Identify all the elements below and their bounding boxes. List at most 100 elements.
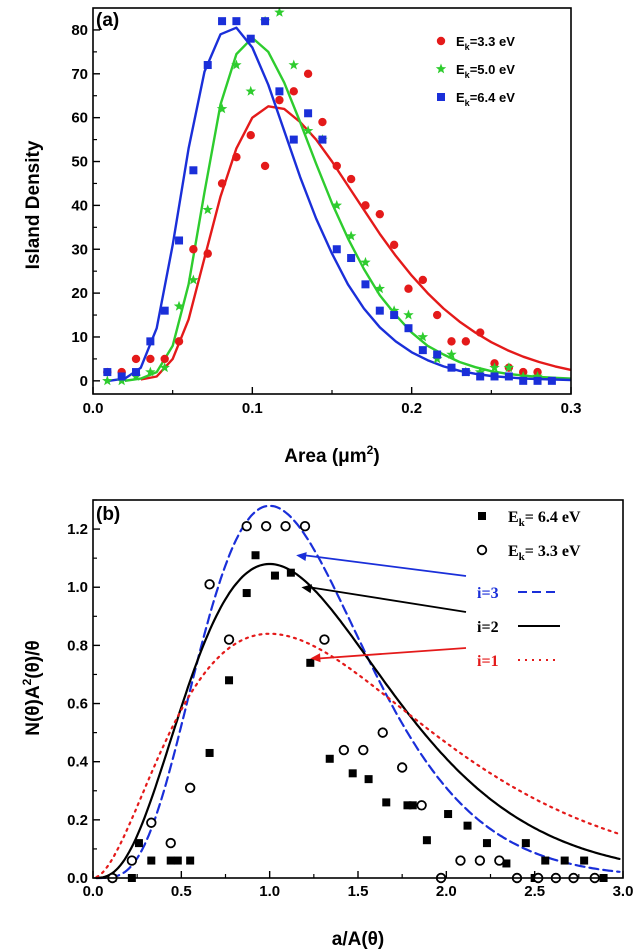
panel-a-point-series-2: [245, 85, 256, 96]
panel-b-point-series-2: [204, 579, 215, 590]
panel-b-arrowhead-i-3: [296, 552, 307, 561]
panel-b-arrow-i-2: [309, 586, 467, 613]
panel-a-point-series-1: [418, 275, 428, 285]
panel-a-point-series-1: [318, 117, 327, 127]
panel-b-point-series-1: [482, 839, 491, 848]
panel-b-curve-i-1: [95, 632, 621, 879]
panel-a-point-series-2: [188, 274, 199, 285]
panel-a-point-series-3: [547, 376, 556, 385]
panel-a-point-series-3: [504, 372, 513, 381]
panel-a-point-series-3: [375, 306, 384, 315]
panel-b-x-tick-label: 1.5: [348, 883, 369, 900]
panel-a-point-series-3: [304, 109, 313, 118]
panel-b-point-series-1: [325, 754, 334, 763]
panel-a-point-series-1: [203, 249, 212, 258]
panel-a-point-series-2: [216, 103, 228, 114]
panel-a-point-series-3: [232, 17, 241, 26]
panel-a-point-series-3: [347, 254, 356, 263]
panel-a-point-series-3: [390, 311, 399, 320]
panel-b-point-series-1: [306, 658, 315, 667]
panel-b-point-series-2: [338, 744, 350, 756]
panel-a-point-series-3: [332, 245, 341, 254]
panel-a-point-series-1: [174, 337, 184, 346]
panel-a-legend: Ek=3.3 eV Ek=5.0 eV Ek=6.4 eV: [435, 34, 515, 108]
panel-a-point-series-2: [417, 331, 429, 342]
panel-b-arrowhead-i-1: [310, 653, 321, 663]
panel-a-point-series-1: [189, 245, 198, 254]
panel-a-y-tick-label: 70: [71, 66, 88, 83]
panel-a-point-series-1: [332, 161, 341, 171]
panel-a-point-series-2: [474, 366, 486, 377]
panel-b-theory-curves: [95, 504, 621, 880]
panel-a-point-series-1: [131, 354, 141, 364]
panel-b-y-axis-title: N(θ)A2(θ)/θ: [20, 640, 44, 736]
panel-b-point-series-1: [463, 821, 472, 830]
panel-b-point-series-2: [299, 520, 311, 532]
panel-a-point-series-1: [404, 284, 413, 293]
panel-a-y-tick-label: 30: [71, 241, 88, 258]
panel-b-y-tick-label: 0.6: [67, 696, 88, 713]
panel-b-point-series-1: [382, 798, 391, 807]
panel-b-point-series-1: [166, 856, 175, 865]
panel-a-point-series-3: [433, 350, 442, 359]
panel-a-point-series-2: [231, 59, 242, 70]
panel-a-x-tick-label: 0.3: [561, 400, 582, 417]
panel-a-point-series-1: [217, 179, 227, 188]
panel-a-point-series-2: [388, 305, 400, 316]
panel-b-x-tick-label: 2.5: [524, 883, 545, 900]
panel-b-frame: [92, 499, 624, 879]
panel-a-point-series-3: [132, 368, 141, 377]
panel-b-point-series-2: [494, 855, 505, 866]
panel-b-point-series-2: [319, 634, 330, 645]
panel-b-point-series-2: [280, 520, 291, 532]
panel-b-point-series-1: [225, 676, 234, 685]
panel-b-legend-label-i-1: i=1: [477, 653, 499, 670]
panel-a-point-series-1: [461, 337, 471, 346]
panel-a-y-tick-label: 40: [71, 197, 88, 214]
panel-a-point-series-3: [490, 372, 499, 381]
panel-a-legend-marker-1: [436, 36, 446, 46]
panel-a-legend-marker-3: [437, 93, 445, 101]
panel-b-point-series-1: [364, 775, 373, 784]
panel-a-point-series-1: [232, 152, 241, 162]
panel-a-point-series-2: [345, 230, 357, 241]
panel-a-point-series-3: [318, 135, 327, 144]
panel-a-point-series-1: [246, 131, 255, 140]
panel-b-point-series-1: [580, 856, 589, 865]
panel-a-point-series-1: [146, 354, 155, 364]
panel-a-point-series-1: [260, 161, 270, 171]
panel-b-y-tick-label: 1.0: [67, 579, 88, 596]
panel-a-point-series-1: [389, 240, 399, 250]
panel-b-point-series-2: [165, 837, 176, 849]
panel-a-point-series-1: [346, 174, 356, 184]
panel-b-point-series-1: [444, 810, 453, 819]
panel-b-x-tick-label: 0.5: [171, 883, 192, 900]
panel-b-point-series-1: [521, 839, 530, 848]
panel-a-point-series-2: [173, 300, 185, 311]
panel-b-x-tick-label: 2.0: [436, 883, 457, 900]
panel-b-y-tick-label: 0.0: [67, 870, 88, 887]
panel-a-y-tick-label: 10: [71, 329, 88, 346]
panel-a-y-tick-label: 0: [80, 373, 88, 390]
panel-b-legend-label-2: Ek= 3.3 eV: [508, 543, 581, 563]
panel-b-point-series-1: [408, 801, 417, 810]
panel-a-point-series-2: [489, 362, 500, 373]
panel-a-point-series-2: [532, 371, 543, 381]
panel-a-point-series-2: [331, 199, 342, 210]
panel-a-point-series-2: [274, 6, 285, 17]
panel-a-point-series-1: [361, 201, 370, 210]
panel-a-point-series-1: [432, 310, 442, 320]
panel-a-point-series-3: [418, 346, 427, 355]
panel-b-legend-label-i-3: i=3: [477, 585, 499, 602]
panel-a-point-series-3: [175, 236, 184, 245]
panel-b-point-series-2: [416, 800, 427, 811]
panel-a-y-tick-label: 60: [71, 110, 88, 127]
panel-a-point-series-3: [103, 368, 112, 377]
panel-b-x-tick-label: 1.0: [259, 883, 280, 900]
panel-b-legend-marker-2: [476, 544, 488, 556]
panel-a-point-series-2: [159, 362, 170, 373]
panel-a-frame: [92, 7, 572, 395]
panel-b-point-series-1: [286, 568, 295, 577]
panel-a-legend-marker-2: [435, 63, 447, 74]
panel-b-arrow-i-1: [318, 647, 467, 660]
